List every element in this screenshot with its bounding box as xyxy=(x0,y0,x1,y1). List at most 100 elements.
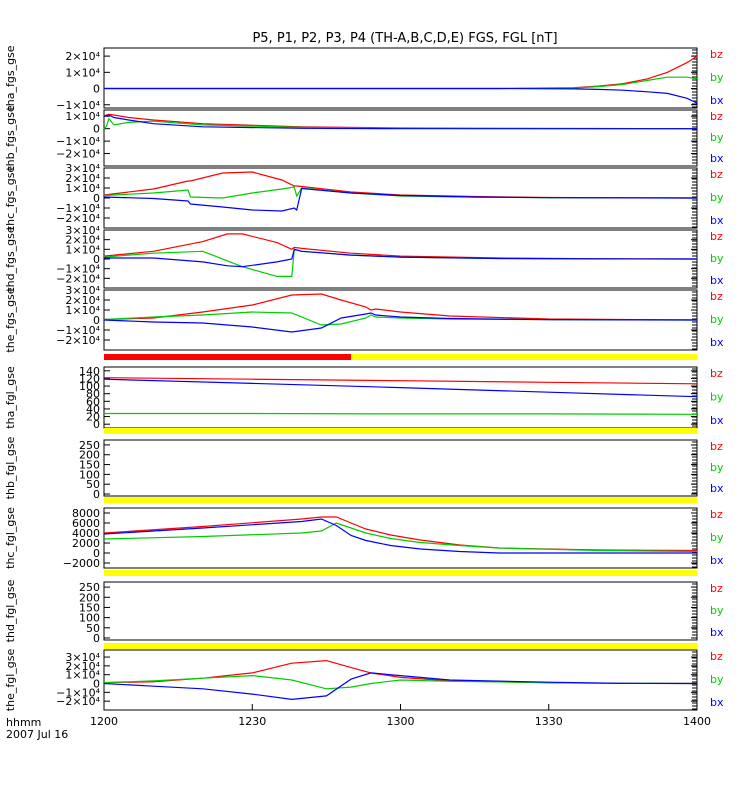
legend-bx: bx xyxy=(710,336,724,349)
series-by-line xyxy=(103,117,697,130)
legend-bz: bz xyxy=(710,168,723,181)
series-bz-line xyxy=(103,171,698,199)
y-tick-label: 0 xyxy=(93,123,100,136)
y-tick-label: 2×10⁴ xyxy=(65,660,100,673)
series-bz-line xyxy=(104,55,698,90)
y-tick-label: 0 xyxy=(93,678,100,691)
y-axis-label: thc_fgs_gse xyxy=(4,166,17,231)
legend-bx: bx xyxy=(710,626,724,639)
y-tick-label: 1×10⁴ xyxy=(65,182,100,195)
y-tick-label: 60 xyxy=(86,395,100,408)
series-bx-line xyxy=(104,87,698,104)
plot-title: P5, P1, P2, P3, P4 (TH-A,B,C,D,E) FGS, F… xyxy=(252,31,557,46)
legend-by: by xyxy=(710,131,724,144)
x-tick-label: 1330 xyxy=(535,715,563,728)
legend-bx: bx xyxy=(710,214,724,227)
y-tick-label: −2×10⁴ xyxy=(56,695,100,708)
y-tick-label: 0 xyxy=(93,314,100,327)
legend-bz: bz xyxy=(710,440,723,453)
legend-bx: bx xyxy=(710,94,724,107)
legend-bz: bz xyxy=(710,650,723,663)
flag-bar-segment xyxy=(104,497,697,503)
y-axis-label: tha_fgs_gse xyxy=(4,45,17,110)
legend-bz: bz xyxy=(710,230,723,243)
legend-by: by xyxy=(710,391,724,404)
y-tick-label: 250 xyxy=(79,581,100,594)
y-tick-label: 3×10⁴ xyxy=(65,284,100,297)
y-tick-label: −1×10⁴ xyxy=(56,686,100,699)
y-tick-label: 20 xyxy=(86,411,100,424)
y-tick-label: 2×10⁴ xyxy=(65,50,100,63)
y-tick-label: −1×10⁴ xyxy=(56,324,100,337)
legend-bx: bx xyxy=(710,414,724,427)
y-axis-label: the_fgs_gse xyxy=(4,287,17,352)
y-tick-label: 80 xyxy=(86,388,100,401)
y-tick-label: −1×10⁴ xyxy=(56,99,100,112)
y-axis-label: the_fgl_gse xyxy=(4,649,17,712)
y-tick-label: 3×10⁴ xyxy=(65,162,100,175)
x-tick-label: 1230 xyxy=(238,715,266,728)
legend-bz: bz xyxy=(710,110,723,123)
y-tick-label: 150 xyxy=(79,459,100,472)
y-tick-label: 0 xyxy=(93,488,100,501)
flag-bar-segment xyxy=(104,354,352,360)
x-tick-label: 1300 xyxy=(387,715,415,728)
series-by-line xyxy=(103,522,698,553)
x-tick-label: 1400 xyxy=(683,715,711,728)
date-label: 2007 Jul 16 xyxy=(6,728,68,741)
right-minor-ticks xyxy=(692,441,697,494)
right-minor-ticks xyxy=(692,651,697,710)
y-tick-label: −2000 xyxy=(63,557,100,570)
legend-by: by xyxy=(710,531,724,544)
y-tick-label: −2×10⁴ xyxy=(56,334,100,347)
y-axis-label: thd_fgl_gse xyxy=(4,579,17,642)
flag-bar-segment xyxy=(104,643,697,649)
panel-frame xyxy=(103,439,698,497)
series-by-line xyxy=(103,186,698,199)
series-bz-line xyxy=(103,377,698,385)
y-tick-label: 4000 xyxy=(72,527,100,540)
series-bx-line xyxy=(103,518,697,554)
y-tick-label: 100 xyxy=(79,380,100,393)
y-tick-label: 2×10⁴ xyxy=(65,234,100,247)
series-bx-line xyxy=(103,672,698,701)
legend-by: by xyxy=(710,461,724,474)
y-axis-label: thc_fgl_gse xyxy=(4,507,17,569)
panel-frame xyxy=(103,109,698,167)
legend-bx: bx xyxy=(710,152,724,165)
series-bx-line xyxy=(103,187,698,212)
y-tick-label: 200 xyxy=(79,591,100,604)
x-axis: 1200 1230 1300 1330 1400 xyxy=(90,704,711,728)
y-axis-label: tha_fgl_gse xyxy=(4,366,17,429)
y-tick-label: 2×10⁴ xyxy=(65,294,100,307)
series-bx-line xyxy=(103,114,697,130)
y-tick-label: 1×10⁴ xyxy=(65,243,100,256)
time-axis-label: hhmm xyxy=(6,716,41,729)
flag-bars xyxy=(104,354,697,649)
y-tick-label: 1×10⁴ xyxy=(65,669,100,682)
series-by-line xyxy=(104,412,698,415)
x-tick-label: 1200 xyxy=(90,715,118,728)
y-tick-label: −2×10⁴ xyxy=(56,148,100,161)
y-tick-label: 8000 xyxy=(72,507,100,520)
panel-frame xyxy=(103,507,698,569)
y-tick-label: 100 xyxy=(79,468,100,481)
y-axis-label: thb_fgs_gse xyxy=(4,105,17,171)
legend-bz: bz xyxy=(710,582,723,595)
y-tick-label: 0 xyxy=(93,192,100,205)
right-minor-ticks xyxy=(692,509,697,568)
y-tick-label: −1×10⁴ xyxy=(56,202,100,215)
panel-frame xyxy=(103,47,698,109)
y-tick-label: 0 xyxy=(93,547,100,560)
series-by-line xyxy=(103,248,698,277)
legend-bx: bx xyxy=(710,482,724,495)
legend-bz: bz xyxy=(710,290,723,303)
flag-bar-segment xyxy=(351,354,697,360)
y-tick-label: 100 xyxy=(79,612,100,625)
y-tick-label: 6000 xyxy=(72,517,100,530)
